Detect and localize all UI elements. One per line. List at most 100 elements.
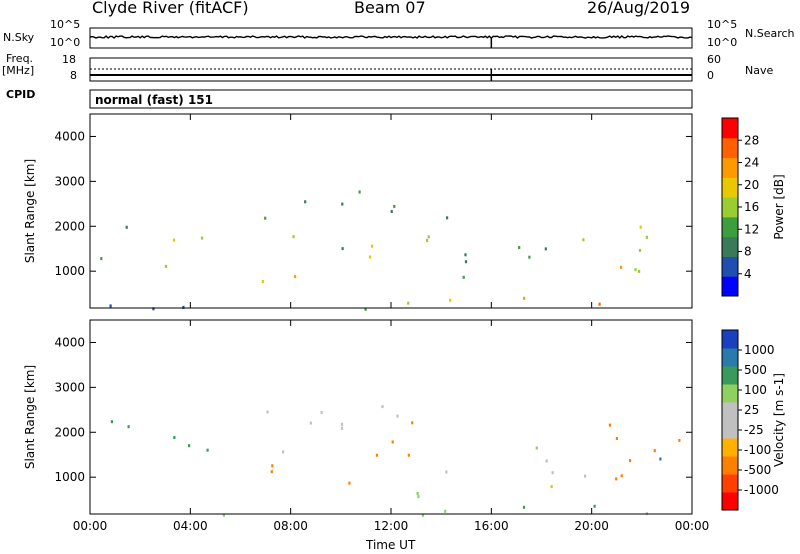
- colorbar-tick-label: 24: [744, 156, 759, 170]
- echo-cell: [620, 265, 623, 269]
- freq-unit-label: [MHz]: [2, 64, 35, 77]
- colorbar-segment: [722, 157, 738, 178]
- colorbar-segment: [722, 216, 738, 238]
- echo-cell: [340, 422, 344, 426]
- echo-cell: [411, 421, 414, 425]
- echo-cell: [645, 235, 648, 239]
- colorbar-segment: [722, 420, 738, 439]
- colorbar-segment: [722, 118, 738, 139]
- echo-cell: [264, 216, 267, 220]
- echo-cell: [172, 238, 175, 242]
- freq-label: Freq.: [6, 52, 34, 65]
- echo-cell: [393, 204, 396, 208]
- echo-cell: [381, 405, 384, 409]
- y-axis-title: Slant Range [km]: [23, 159, 37, 263]
- freq-tick-top: 18: [62, 53, 76, 66]
- y-tick-label: 2000: [54, 219, 85, 233]
- echo-cell: [551, 471, 554, 475]
- colorbar-segment: [722, 276, 738, 297]
- echo-cell: [304, 200, 307, 204]
- echo-cell: [407, 453, 410, 457]
- nave-label: Nave: [745, 64, 774, 77]
- echo-cell: [464, 260, 468, 264]
- echo-cell: [270, 470, 273, 474]
- echo-cell: [390, 210, 393, 213]
- colorbar-segment: [722, 492, 738, 511]
- x-tick-label: 12:00: [374, 519, 409, 533]
- echo-cell: [446, 216, 449, 220]
- summary-strips: [89, 27, 693, 109]
- echo-cell: [364, 307, 367, 311]
- nsearch-tick-top: 10^5: [707, 18, 738, 31]
- echo-cell: [629, 459, 632, 463]
- echo-cell: [464, 253, 467, 257]
- echo-cell: [535, 446, 538, 450]
- freq-tick-bottom: 8: [70, 69, 77, 82]
- colorbar-segment: [722, 256, 738, 277]
- station-title: Clyde River (fitACF): [92, 0, 249, 17]
- echo-cell: [593, 504, 596, 508]
- colorbar-segment: [722, 177, 738, 198]
- colorbar-segment: [722, 137, 738, 159]
- x-tick-label: 00:00: [675, 519, 710, 533]
- echo-cell: [391, 440, 394, 444]
- colorbar-segment: [722, 348, 738, 367]
- colorbar-tick-label: 4: [744, 267, 752, 281]
- echo-cell: [550, 485, 553, 489]
- echo-cell: [188, 444, 191, 448]
- echo-cell: [206, 448, 209, 452]
- echo-cell: [449, 298, 452, 302]
- y-tick-label: 3000: [54, 380, 85, 394]
- x-tick-label: 16:00: [474, 519, 509, 533]
- echo-cell: [598, 302, 601, 306]
- echo-cell: [417, 495, 420, 499]
- colorbar-segment: [722, 366, 738, 385]
- echo-cell: [371, 244, 374, 248]
- echo-cell: [639, 225, 642, 229]
- echo-cell: [320, 411, 323, 414]
- power-panel: 1000 2000 3000 4000 Slant Range [km]: [23, 113, 693, 311]
- echo-cell: [152, 307, 155, 311]
- echo-cell: [584, 474, 587, 478]
- colorbar-tick-label: 16: [744, 200, 759, 214]
- colorbar-tick-label: 25: [744, 403, 759, 417]
- x-tick-label: 00:00: [73, 519, 108, 533]
- velocity-panel: 1000 2000 3000 4000 Slant Range [km]: [23, 319, 693, 517]
- colorbar-segment: [722, 330, 738, 349]
- echo-cell: [375, 453, 378, 457]
- echo-cell: [368, 255, 372, 259]
- nsky-tick-bottom: 10^0: [50, 36, 81, 49]
- echo-cell: [421, 513, 424, 517]
- echo-cell: [182, 305, 185, 309]
- panel-frame: [89, 319, 693, 515]
- echo-cell: [266, 410, 269, 414]
- echo-cell: [164, 264, 168, 268]
- echo-cell: [444, 509, 447, 513]
- echo-cell: [396, 414, 399, 418]
- colorbar-tick-label: 100: [744, 383, 767, 397]
- colorbar-tick-label: 1000: [744, 343, 775, 357]
- nsky-strip-frame: [89, 27, 693, 49]
- echo-cell: [445, 470, 448, 474]
- echo-cell: [678, 438, 681, 442]
- echo-cell: [348, 481, 351, 485]
- colorbar-tick-label: -500: [744, 463, 771, 477]
- y-tick-label: 4000: [54, 129, 85, 143]
- colorbar-segment: [722, 474, 738, 493]
- y-tick-label: 2000: [54, 425, 85, 439]
- echo-cell: [407, 301, 410, 305]
- echo-cell: [659, 457, 662, 461]
- colorbar-tick-label: 20: [744, 178, 759, 192]
- nave-tick-bottom: 0: [707, 69, 714, 82]
- echo-cell: [462, 275, 465, 279]
- colorbar-segment: [722, 456, 738, 475]
- echo-cell: [271, 464, 274, 468]
- echo-cell: [518, 246, 521, 249]
- echo-cell: [638, 269, 641, 273]
- echo-cell: [416, 492, 419, 495]
- beam-title: Beam 07: [354, 0, 426, 17]
- echo-cell: [173, 436, 176, 439]
- time-axis: 00:00 04:00 08:00 12:00 16:00 20:00 00:00: [73, 519, 710, 533]
- colorbar-title: Power [dB]: [772, 174, 786, 239]
